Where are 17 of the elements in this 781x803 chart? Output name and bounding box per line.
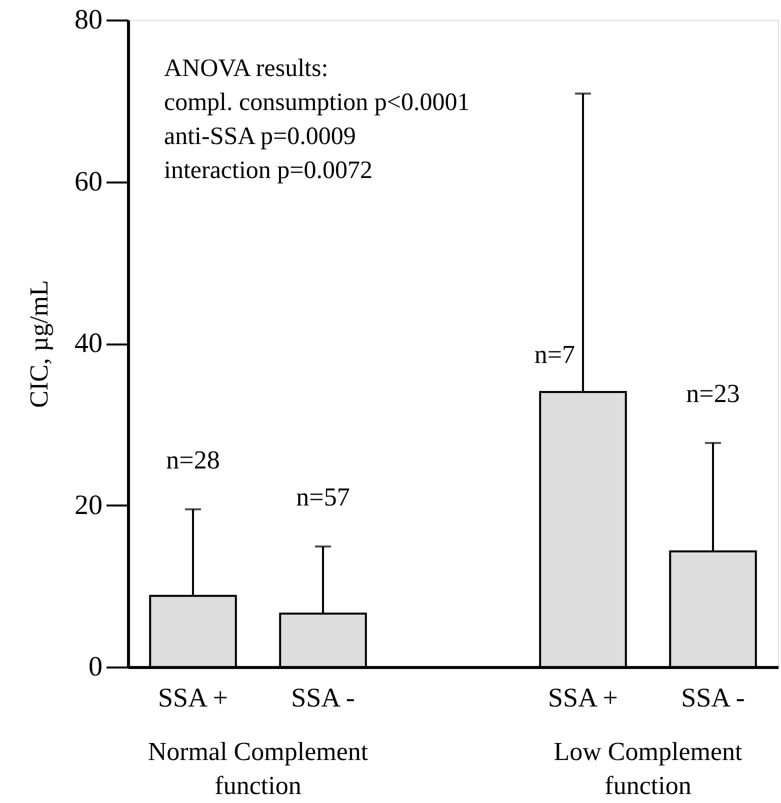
y-tick-label: 40 [74, 328, 102, 359]
x-tick-label: SSA - [681, 682, 745, 712]
annotation: n=57 [296, 482, 350, 512]
annotation: n=7 [534, 340, 575, 370]
y-tick-label: 0 [88, 652, 102, 682]
annotation: n=28 [166, 445, 220, 474]
y-tick-label: 20 [74, 490, 102, 521]
text: Normal Complement function [148, 737, 369, 800]
annotation: n=23 [686, 378, 740, 408]
x-tick-label: SSA + [548, 682, 618, 712]
x-tick-label: SSA + [158, 682, 228, 712]
x-tick-label: SSA - [291, 682, 355, 712]
annotation: ANOVA results: compl. consumption p<0.0001 anti-SSA p=0.0009 interaction p=0.0072 [164, 55, 470, 184]
y-tick-label: 60 [74, 166, 102, 198]
text: Low Complement function [554, 737, 744, 800]
y-axis-title: CIC, µg/mL [24, 280, 54, 408]
y-tick-label: 80 [74, 4, 102, 36]
